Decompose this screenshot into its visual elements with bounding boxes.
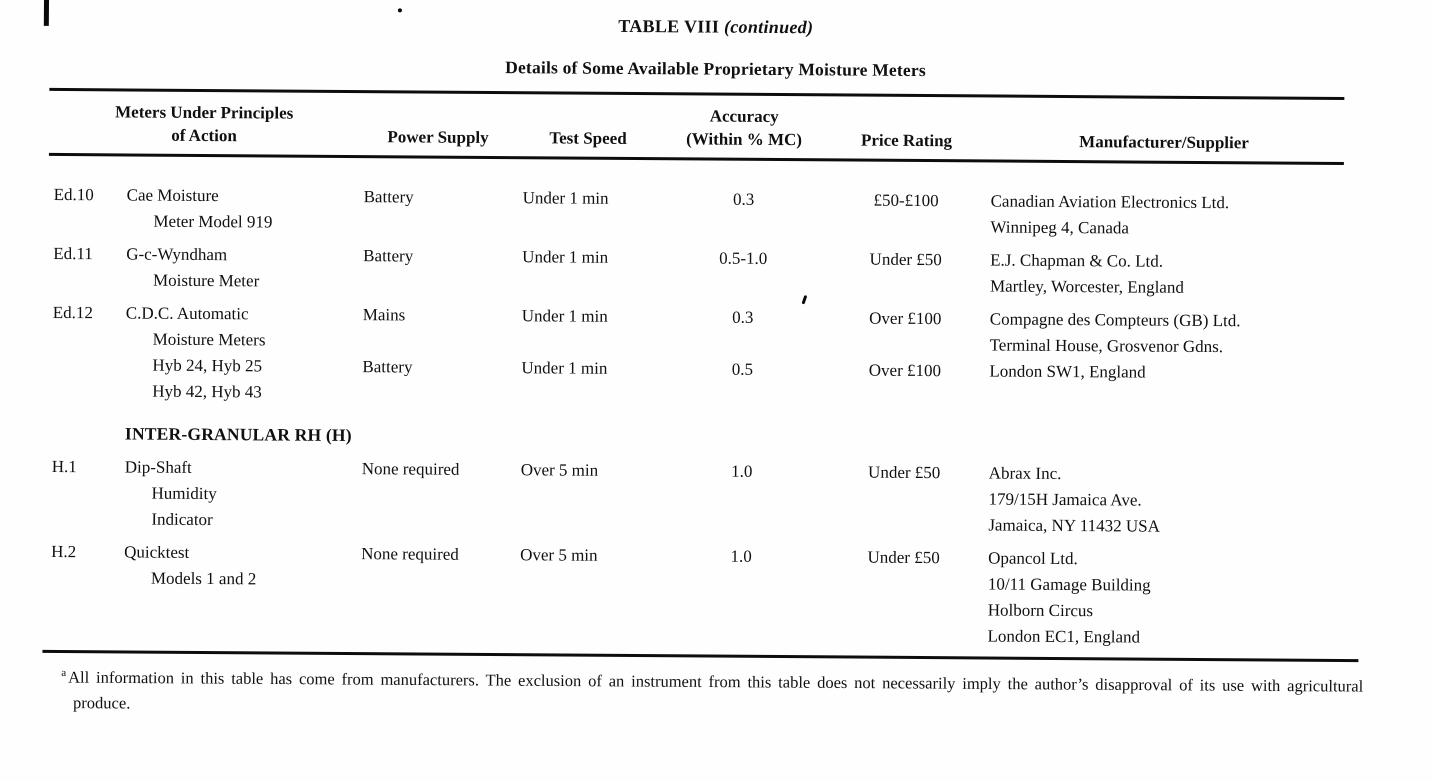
- row-id: Ed.10: [53, 184, 94, 205]
- table-title-continued: (continued): [723, 16, 814, 38]
- manufacturer-value: Abrax Inc. 179/15H Jamaica Ave. Jamaica, N…: [988, 463, 1160, 536]
- meter-name: Dip-Shaft Humidity Indicator: [124, 457, 217, 530]
- moisture-meters-table: Meters Under Principles of Action Power …: [42, 87, 1359, 663]
- meter-name: C.D.C. Automatic Moisture Meters Hyb 24, H…: [125, 303, 266, 402]
- price-rating-value: £50-£100: [873, 190, 939, 211]
- power-supply-value: Mains Battery: [362, 305, 413, 377]
- accuracy-value: 0.3: [732, 189, 755, 209]
- table-row: Ed.10 Cae Moisture Meter Model 919 Batter…: [48, 182, 1343, 243]
- test-speed-value: Under 1 min: [522, 247, 609, 267]
- footnote-marker: a: [61, 667, 67, 680]
- accuracy-value: 0.5-1.0: [719, 248, 768, 268]
- accuracy-value: 1.0: [730, 546, 752, 566]
- section-header-label: INTER-GRANULAR RH (H): [124, 423, 352, 446]
- table-body: Ed.10 Cae Moisture Meter Model 919 Batter…: [46, 156, 1344, 652]
- header-accuracy: Accuracy (Within % MC): [686, 106, 803, 150]
- power-supply-value: None required: [361, 459, 460, 479]
- table-row: H.2 Quicktest Models 1 and 2 None require…: [46, 539, 1342, 652]
- test-speed-value: Over 5 min: [520, 545, 598, 565]
- accuracy-value: 0.3 0.5: [731, 307, 754, 379]
- header-meters: Meters Under Principles of Action: [115, 102, 294, 146]
- table-row: Ed.11 G-c-Wyndham Moisture Meter Battery …: [48, 241, 1343, 302]
- table-header-row: Meters Under Principles of Action Power …: [49, 91, 1344, 162]
- meter-name: Quicktest Models 1 and 2: [124, 542, 257, 589]
- power-supply-value: Battery: [363, 246, 414, 266]
- meter-name: G-c-Wyndham Moisture Meter: [126, 244, 260, 291]
- row-id: H.1: [51, 456, 77, 477]
- price-rating-value: Under £50: [869, 249, 942, 270]
- test-speed-value: Under 1 min: [522, 188, 609, 208]
- table-title: TABLE VIII (continued): [0, 12, 1432, 43]
- power-supply-value: None required: [361, 544, 459, 564]
- footnote: a All information in this table has come …: [61, 661, 1363, 724]
- test-speed-value: Over 5 min: [520, 460, 599, 480]
- table-bottom-rule: [42, 649, 1359, 663]
- price-rating-value: Over £100 Over £100: [868, 308, 942, 381]
- title-block: TABLE VIII (continued) Details of Some A…: [0, 0, 1432, 85]
- price-rating-value: Under £50: [867, 547, 940, 568]
- header-power-supply: Power Supply: [387, 127, 489, 147]
- row-id: Ed.11: [53, 243, 93, 264]
- manufacturer-value: Canadian Aviation Electronics Ltd. Winnip…: [990, 191, 1230, 238]
- power-supply-value: Battery: [363, 187, 414, 207]
- manufacturer-value: Compagne des Compteurs (GB) Ltd. Terminal…: [989, 309, 1241, 382]
- accuracy-value: 1.0: [731, 461, 753, 481]
- header-manufacturer: Manufacturer/Supplier: [1079, 132, 1249, 153]
- header-test-speed: Test Speed: [549, 128, 627, 148]
- price-rating-value: Under £50: [868, 462, 941, 483]
- row-id: Ed.12: [52, 302, 94, 323]
- table-row: Ed.12 C.D.C. Automatic Moisture Meters Hyb…: [47, 300, 1343, 413]
- table-subtitle: Details of Some Available Proprietary Mo…: [505, 57, 926, 81]
- meter-name: Cae Moisture Meter Model 919: [126, 185, 273, 232]
- manufacturer-value: E.J. Chapman & Co. Ltd. Martley, Worceste…: [989, 250, 1184, 297]
- row-id: H.2: [51, 541, 77, 562]
- scan-artifact-tick: [43, 0, 50, 26]
- footnote-text: All information in this table has come f…: [68, 667, 1364, 713]
- section-header: INTER-GRANULAR RH (H): [125, 420, 1342, 454]
- header-price-rating: Price Rating: [860, 130, 953, 151]
- manufacturer-value: Opancol Ltd. 10/11 Gamage Building Holborn…: [987, 548, 1151, 647]
- scan-artifact-dot: [397, 8, 402, 13]
- test-speed-value: Under 1 min Under 1 min: [521, 306, 608, 378]
- table-row: H.1 Dip-Shaft Humidity Indicator None requ…: [46, 454, 1342, 541]
- table-title-main: TABLE VIII: [618, 15, 720, 37]
